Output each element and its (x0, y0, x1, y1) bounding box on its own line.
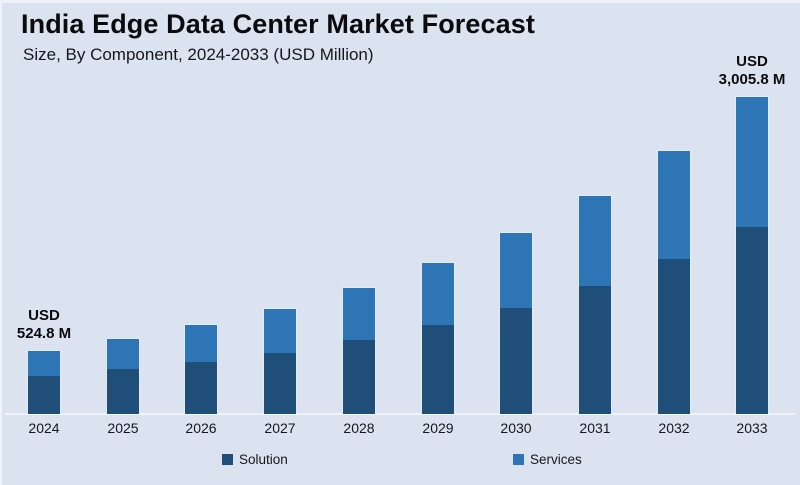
x-axis-label-2025: 2025 (107, 420, 139, 436)
bar-2032-segment-solution (658, 259, 690, 414)
legend-label-solution: Solution (239, 452, 288, 467)
bar-2026-segment-solution (185, 362, 217, 414)
annotation-2033: USD 3,005.8 M (687, 53, 800, 89)
legend-label-services: Services (530, 452, 582, 467)
bar-2032 (658, 151, 690, 414)
x-axis-label-2032: 2032 (658, 420, 690, 436)
chart-subtitle: Size, By Component, 2024-2033 (USD Milli… (23, 45, 374, 64)
x-axis-label-2024: 2024 (28, 420, 60, 436)
bar-2027-segment-services (264, 309, 296, 353)
bar-2031-segment-solution (579, 286, 611, 414)
x-axis-label-2026: 2026 (185, 420, 217, 436)
bar-2025-segment-services (107, 339, 139, 369)
bar-2024-segment-solution (28, 376, 60, 414)
bar-2031-segment-services (579, 196, 611, 286)
x-axis-label-2030: 2030 (500, 420, 532, 436)
bar-2032-segment-services (658, 151, 690, 259)
bar-2029-segment-solution (422, 325, 454, 414)
x-axis-label-2029: 2029 (422, 420, 454, 436)
bar-2024 (28, 351, 60, 414)
x-axis-label-2031: 2031 (579, 420, 611, 436)
bar-2026-segment-services (185, 325, 217, 362)
bar-2028-segment-services (343, 288, 375, 340)
x-axis-label-2027: 2027 (264, 420, 296, 436)
bar-2033-segment-services (736, 97, 768, 227)
x-axis-label-2028: 2028 (343, 420, 375, 436)
bar-2024-segment-services (28, 351, 60, 376)
bar-2033-segment-solution (736, 227, 768, 414)
legend-marker-services-icon (513, 454, 524, 465)
bar-2025-segment-solution (107, 369, 139, 414)
bar-2029 (422, 263, 454, 414)
legend-item-services: Services (513, 452, 582, 467)
bar-2027-segment-solution (264, 353, 296, 414)
x-axis-label-2033: 2033 (736, 420, 768, 436)
bar-2030 (500, 233, 532, 414)
bar-2028-segment-solution (343, 340, 375, 414)
annotation-2024-value: 524.8 M (16, 325, 72, 342)
annotation-2024: USD 524.8 M (0, 307, 109, 343)
bar-2033 (736, 97, 768, 414)
annotation-2033-currency: USD (736, 53, 768, 70)
bar-2025 (107, 339, 139, 414)
annotation-2033-value: 3,005.8 M (718, 71, 786, 88)
bar-2029-segment-services (422, 263, 454, 325)
x-axis-line (5, 413, 795, 415)
annotation-2024-currency: USD (28, 307, 60, 324)
bar-2030-segment-solution (500, 308, 532, 414)
legend-item-solution: Solution (222, 452, 288, 467)
chart-title: India Edge Data Center Market Forecast (21, 9, 535, 39)
legend-marker-solution-icon (222, 454, 233, 465)
bar-2028 (343, 288, 375, 414)
bar-2031 (579, 196, 611, 414)
bar-2027 (264, 309, 296, 414)
bar-2030-segment-services (500, 233, 532, 308)
bar-2026 (185, 325, 217, 414)
